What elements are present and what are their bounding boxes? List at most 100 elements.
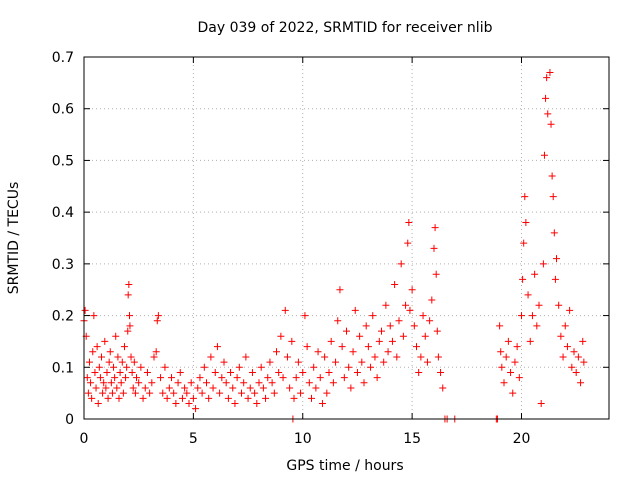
data-point: [211, 368, 219, 376]
data-point: [432, 270, 440, 278]
data-point: [550, 229, 558, 237]
data-point: [213, 343, 221, 351]
data-point: [391, 281, 399, 289]
y-tick-label: 0: [65, 412, 74, 428]
data-point: [580, 358, 588, 366]
data-point: [288, 337, 296, 345]
data-point: [240, 379, 248, 387]
data-point: [117, 379, 125, 387]
data-point: [299, 368, 307, 376]
data-point: [124, 327, 132, 335]
data-point: [351, 306, 359, 314]
data-point: [356, 332, 364, 340]
data-point: [338, 343, 346, 351]
data-point: [165, 384, 173, 392]
data-point: [128, 368, 136, 376]
data-point: [122, 374, 130, 382]
y-tick-label: 0.3: [52, 257, 74, 273]
plot-frame: [83, 56, 610, 420]
data-point: [104, 394, 112, 402]
data-point: [96, 374, 104, 382]
data-point: [113, 384, 121, 392]
data-point: [95, 363, 103, 371]
data-point: [393, 353, 401, 361]
data-point: [88, 394, 96, 402]
data-point: [332, 358, 340, 366]
data-point: [205, 394, 213, 402]
data-point: [93, 343, 101, 351]
data-point: [563, 343, 571, 351]
data-point: [502, 353, 510, 361]
data-point: [410, 322, 418, 330]
data-point: [402, 301, 410, 309]
data-point: [515, 374, 523, 382]
data-point: [229, 384, 237, 392]
data-point: [170, 389, 178, 397]
data-point: [373, 374, 381, 382]
data-point: [417, 353, 425, 361]
data-point: [524, 291, 532, 299]
data-point: [395, 317, 403, 325]
data-point: [139, 394, 147, 402]
data-point: [528, 312, 536, 320]
data-point: [281, 306, 289, 314]
data-point: [559, 353, 567, 361]
data-point: [209, 384, 217, 392]
data-point: [413, 343, 420, 351]
data-point: [255, 379, 263, 387]
data-point: [124, 291, 132, 299]
x-axis-label: GPS time / hours: [286, 458, 403, 474]
data-point: [286, 384, 294, 392]
data-point: [227, 368, 235, 376]
data-point: [388, 337, 396, 345]
y-tick-label: 0.6: [52, 102, 74, 118]
data-point: [437, 368, 445, 376]
data-point: [531, 270, 539, 278]
data-point: [509, 389, 517, 397]
data-point: [174, 379, 182, 387]
data-point: [375, 337, 383, 345]
data-point: [103, 368, 111, 376]
data-point: [257, 363, 265, 371]
data-point: [421, 332, 429, 340]
data-point: [308, 394, 315, 402]
data-point: [327, 337, 335, 345]
data-point: [98, 353, 105, 361]
data-point: [126, 322, 134, 330]
data-point: [405, 218, 413, 226]
data-point: [218, 374, 226, 382]
data-point: [123, 363, 131, 371]
data-point: [500, 379, 508, 387]
data-point: [570, 348, 578, 356]
data-point: [547, 120, 555, 128]
data-point: [207, 353, 215, 361]
data-point: [555, 301, 563, 309]
data-point: [378, 327, 385, 335]
data-point: [316, 374, 324, 382]
data-point: [371, 353, 379, 361]
data-point: [533, 322, 541, 330]
data-point: [433, 327, 441, 335]
data-point: [537, 399, 545, 407]
data-point: [358, 358, 366, 366]
data-point: [135, 379, 143, 387]
data-point: [513, 343, 521, 351]
data-point: [579, 337, 587, 345]
data-point: [102, 384, 110, 392]
data-point: [100, 379, 108, 387]
data-point: [181, 384, 189, 392]
data-point: [251, 389, 259, 397]
data-point: [301, 312, 309, 320]
data-point: [430, 244, 438, 252]
chart-title: Day 039 of 2022, SRMTID for receiver nli…: [198, 20, 493, 36]
data-point: [511, 358, 519, 366]
data-point: [159, 389, 167, 397]
data-point: [574, 353, 582, 361]
data-point: [111, 374, 119, 382]
data-point: [116, 368, 124, 376]
data-point: [369, 312, 377, 320]
data-point: [548, 172, 556, 180]
data-point: [549, 193, 557, 201]
data-point: [292, 374, 300, 382]
data-point: [185, 399, 193, 407]
